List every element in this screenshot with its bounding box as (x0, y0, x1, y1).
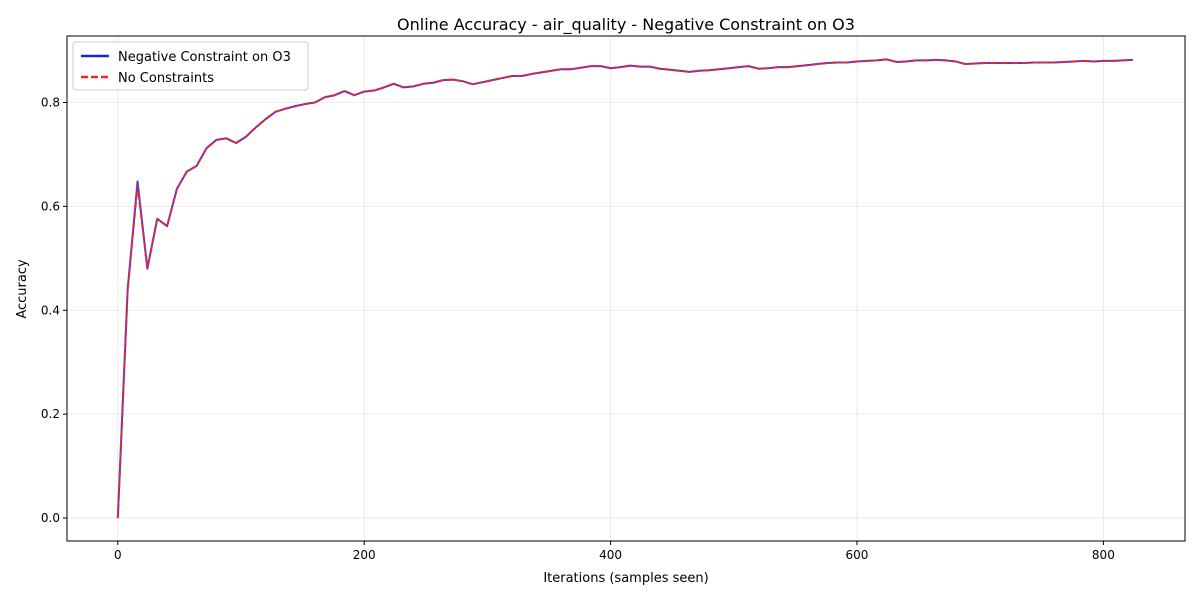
legend-label-no-constraints: No Constraints (118, 71, 214, 86)
legend-box (72, 41, 309, 91)
legend: Negative Constraint on O3 No Constraints (72, 41, 309, 91)
x-tick-label: 200 (353, 548, 376, 562)
series-lines (116, 58, 1134, 519)
y-tick-label: 0.8 (41, 95, 60, 109)
plot-frame (66, 35, 1186, 542)
chart-title: Online Accuracy - air_quality - Negative… (397, 15, 855, 35)
x-axis-label: Iterations (samples seen) (543, 571, 708, 586)
y-axis-label: Accuracy (15, 259, 30, 319)
y-tick-label: 0.4 (41, 303, 60, 317)
axis-ticks: 0 200 400 600 800 0.0 0.2 0.4 0.6 0.8 (41, 95, 1115, 562)
y-tick-label: 0.6 (41, 199, 60, 213)
x-tick-label: 0 (114, 548, 122, 562)
series-line-no-constraints (116, 58, 1134, 519)
x-tick-label: 600 (846, 548, 869, 562)
x-tick-label: 800 (1092, 548, 1115, 562)
grid (67, 36, 1185, 541)
y-tick-label: 0.2 (41, 407, 60, 421)
legend-label-negative-constraint: Negative Constraint on O3 (118, 50, 291, 65)
y-tick-label: 0.0 (41, 511, 60, 525)
x-tick-label: 400 (599, 548, 622, 562)
